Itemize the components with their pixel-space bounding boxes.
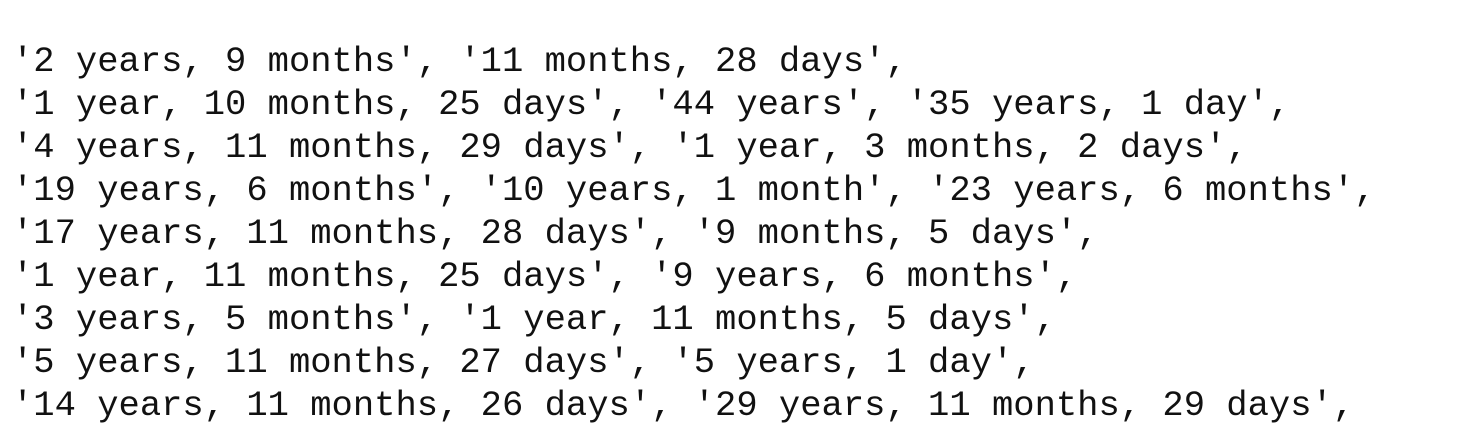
output-line: '1 year, 10 months, 25 days', '44 years'… [12, 84, 1291, 125]
output-line: '17 years, 11 months, 28 days', '9 month… [12, 213, 1099, 254]
output-line: '14 years, 11 months, 26 days', '29 year… [12, 385, 1355, 426]
output-line: '1 year, 11 months, 25 days', '9 years, … [12, 256, 1078, 297]
output-line: '5 years, 11 months, 27 days', '5 years,… [12, 342, 1035, 383]
output-line: '2 years, 9 months', '11 months, 28 days… [12, 41, 907, 82]
output-text: '2 years, 9 months', '11 months, 28 days… [12, 40, 1375, 427]
output-line: '3 years, 5 months', '1 year, 11 months,… [12, 299, 1056, 340]
output-line: '4 years, 11 months, 29 days', '1 year, … [12, 127, 1248, 168]
output-line: '19 years, 6 months', '10 years, 1 month… [12, 170, 1376, 211]
